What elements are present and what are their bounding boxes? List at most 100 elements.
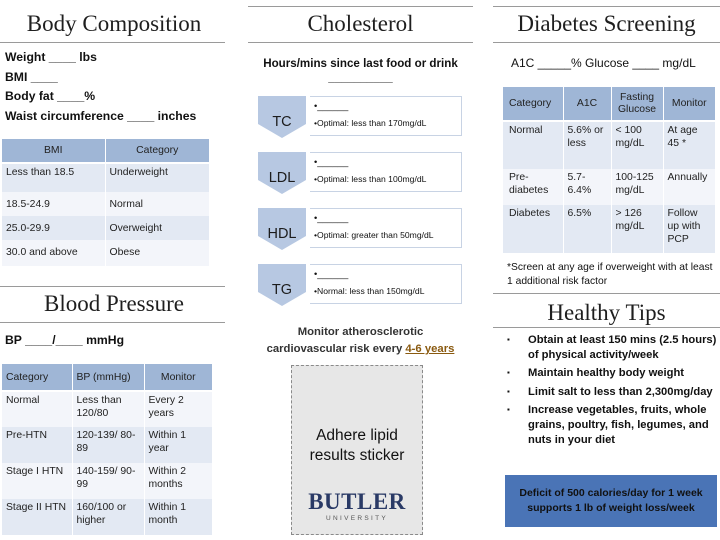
table-cell: Annually	[662, 169, 715, 205]
table-row: Stage II HTN 160/100 or higher Within 1 …	[2, 499, 212, 535]
table-header: BMI	[2, 139, 105, 164]
diabetes-footnote: *Screen at any age if overweight with at…	[507, 262, 713, 287]
bp-field[interactable]: BP ____/____ mmHg	[5, 333, 125, 347]
divider	[493, 293, 720, 294]
table-row: 25.0-29.9 Overweight	[2, 216, 209, 240]
tg-row: TG •______ •Normal: less than 150mg/dL	[258, 262, 473, 308]
table-cell: Stage II HTN	[2, 499, 72, 535]
tc-result-box: •______ •Optimal: less than 170mg/dL	[310, 96, 462, 136]
diabetes-title: Diabetes Screening	[517, 11, 696, 36]
tg-chevron	[258, 264, 306, 306]
body-composition-title: Body Composition	[26, 11, 202, 36]
table-cell: 5.7-6.4%	[562, 169, 611, 205]
butler-logo: BUTLER	[308, 489, 406, 514]
table-cell: 120-139/ 80-89	[71, 427, 144, 463]
divider	[248, 6, 473, 7]
tg-label: TG	[271, 282, 293, 298]
ldl-note: •Optimal: less than 100mg/dL	[314, 174, 427, 184]
waist-field[interactable]: Waist circumference ____ inches	[5, 108, 197, 123]
tg-blank[interactable]: •______	[314, 269, 349, 279]
divider	[0, 42, 225, 43]
body-fat-field[interactable]: Body fat ____%	[5, 89, 96, 103]
table-cell: Overweight	[104, 216, 209, 240]
divider	[493, 327, 720, 328]
bmi-table: BMI Category Less than 18.5 Underweight …	[2, 139, 209, 266]
hdl-result-box: •______ •Optimal: greater than 50mg/dL	[310, 208, 462, 248]
table-cell: 5.6% or less	[562, 121, 611, 169]
table-cell: Normal	[104, 192, 209, 216]
hdl-chevron	[258, 208, 306, 250]
table-header: Category	[104, 139, 209, 164]
body-composition-fields: Weight ____ lbs BMI ____ Body fat ____% …	[5, 48, 196, 126]
cholesterol-title: Cholesterol	[307, 11, 414, 36]
ldl-chevron	[258, 152, 306, 194]
weight-field[interactable]: Weight ____ lbs	[5, 50, 97, 64]
table-header: A1C	[562, 87, 611, 122]
tc-row: TC •______ •Optimal: less than 170mg/dL	[258, 94, 473, 140]
table-cell: Within 2 months	[143, 463, 212, 499]
table-row: Less than 18.5 Underweight	[2, 163, 209, 192]
monitor-years: 4-6 years	[405, 343, 455, 355]
hdl-row: HDL •______ •Optimal: greater than 50mg/…	[258, 206, 473, 252]
table-cell: 25.0-29.9	[2, 216, 105, 240]
monitor-risk-line2: cardiovascular risk every 4-6 years	[266, 343, 455, 355]
table-header: BP (mmHg)	[71, 364, 144, 392]
table-row: Pre-diabetes 5.7-6.4% 100-125 mg/dL Annu…	[503, 169, 715, 205]
blood-pressure-title: Blood Pressure	[44, 291, 184, 316]
divider	[493, 6, 720, 7]
healthy-tips-list: ▪ Obtain at least 150 mins (2.5 hours) of…	[505, 333, 718, 451]
table-cell: Obese	[104, 240, 209, 266]
table-cell: 30.0 and above	[2, 240, 105, 266]
table-cell: At age 45 *	[662, 121, 715, 169]
list-item: ▪ Increase vegetables, fruits, whole grai…	[507, 404, 709, 446]
blood-pressure-table: Category BP (mmHg) Monitor Normal Less t…	[2, 364, 212, 535]
butler-logo-subtitle: UNIVERSITY	[325, 515, 388, 522]
table-cell: Pre-HTN	[2, 427, 72, 463]
divider	[493, 42, 720, 43]
table-cell: 18.5-24.9	[2, 192, 105, 216]
last-food-field[interactable]: __________	[328, 71, 393, 84]
table-cell: 140-159/ 90-99	[71, 463, 144, 499]
table-cell: Stage I HTN	[2, 463, 72, 499]
tg-result-box: •______ •Normal: less than 150mg/dL	[310, 264, 462, 304]
divider	[248, 42, 473, 43]
table-header: Monitor	[662, 87, 715, 122]
tc-note: •Optimal: less than 170mg/dL	[314, 118, 427, 128]
table-row: Diabetes 6.5% > 126 mg/dL Follow up with…	[503, 205, 715, 253]
bullet-icon: ▪	[507, 335, 510, 344]
diabetes-table: Category A1C Fasting Glucose Monitor Nor…	[503, 87, 715, 253]
calorie-deficit-box: Deficit of 500 calories/day for 1 week s…	[505, 475, 717, 527]
bullet-icon: ▪	[507, 368, 510, 378]
divider	[0, 286, 225, 287]
table-header: Fasting Glucose	[610, 87, 663, 122]
tc-chevron	[258, 96, 306, 138]
tg-note: •Normal: less than 150mg/dL	[314, 286, 425, 296]
ldl-label: LDL	[268, 170, 296, 186]
table-row: Stage I HTN 140-159/ 90-99 Within 2 mont…	[2, 463, 212, 499]
monitor-risk-line1: Monitor atherosclerotic	[297, 326, 424, 338]
cholesterol-column: Cholesterol Hours/mins since last food o…	[248, 0, 473, 540]
table-row: 18.5-24.9 Normal	[2, 192, 209, 216]
diabetes-column: Diabetes Screening A1C _____% Glucose __…	[493, 0, 720, 540]
table-cell: < 100 mg/dL	[610, 121, 663, 169]
table-cell: Pre-diabetes	[503, 169, 563, 205]
bmi-field[interactable]: BMI ____	[5, 69, 58, 84]
list-item: ▪ Maintain healthy body weight	[507, 367, 685, 380]
ldl-result-box: •______ •Optimal: less than 100mg/dL	[310, 152, 462, 192]
table-cell: Within 1 month	[143, 499, 212, 535]
hdl-note: •Optimal: greater than 50mg/dL	[314, 230, 434, 240]
hdl-label: HDL	[267, 226, 297, 242]
a1c-glucose-field[interactable]: A1C _____% Glucose ____ mg/dL	[511, 56, 696, 70]
table-header: Category	[503, 87, 563, 122]
table-cell: Less than 120/80	[71, 391, 144, 427]
last-food-question: Hours/mins since last food or drink	[263, 57, 458, 70]
bullet-icon: ▪	[507, 386, 510, 396]
hdl-blank[interactable]: •______	[314, 213, 349, 223]
tc-blank[interactable]: •______	[314, 101, 349, 111]
ldl-row: LDL •______ •Optimal: less than 100mg/dL	[258, 150, 473, 196]
table-cell: > 126 mg/dL	[610, 205, 663, 253]
table-header: Category	[2, 364, 72, 392]
ldl-blank[interactable]: •______	[314, 157, 349, 167]
table-cell: Normal	[503, 121, 563, 169]
table-cell: 100-125 mg/dL	[610, 169, 663, 205]
